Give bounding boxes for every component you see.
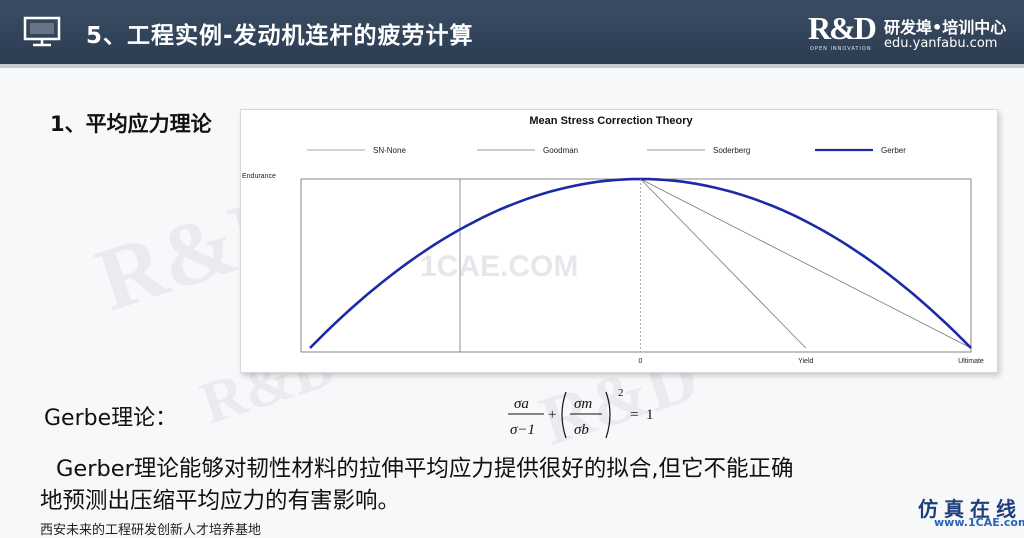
body-paragraph: Gerber理论能够对韧性材料的拉伸平均应力提供很好的拟合,但它不能正确 地预测… (40, 453, 1000, 517)
1cae-badge: 仿真在线 www.1CAE.com (904, 493, 1024, 532)
plot-frame (300, 178, 972, 353)
legend-label: Goodman (543, 146, 578, 155)
monitor-icon (23, 16, 61, 47)
mean-stress-chart: Mean Stress Correction Theory SN-None Goo… (240, 109, 998, 373)
svg-text:=: = (630, 407, 638, 423)
x-tick-label: Ultimate (958, 358, 984, 365)
body-line-1: Gerber理论能够对韧性材料的拉伸平均应力提供很好的拟合,但它不能正确 (56, 456, 794, 482)
section-heading: 1、平均应力理论 (50, 112, 212, 136)
body-line-2: 地预测出压缩平均应力的有害影响。 (40, 488, 401, 514)
legend-item-soderberg: Soderberg (647, 146, 750, 155)
series-line-goodman (640, 178, 972, 349)
legend-label: SN-None (373, 146, 406, 155)
legend-item-sn-none: SN-None (307, 146, 406, 155)
logo-url: edu.yanfabu.com (884, 36, 998, 51)
formula-exponent: 2 (618, 387, 624, 399)
chart-svg: Mean Stress Correction Theory SN-None Goo… (242, 115, 984, 365)
logo-tagline: OPEN INNOVATION (810, 46, 872, 52)
chart-title: Mean Stress Correction Theory (529, 115, 693, 127)
formula-sigma-a: σa (514, 396, 529, 412)
formula-sigma-minus1: σ−1 (510, 422, 535, 438)
site-watermark: 1CAE.COM (420, 250, 579, 283)
legend-item-gerber: Gerber (815, 146, 906, 155)
legend-item-goodman: Goodman (477, 146, 578, 155)
x-tick-label: Yield (798, 358, 813, 365)
legend-label: Gerber (881, 146, 906, 155)
chart-legend: SN-None Goodman Soderberg Gerber (307, 146, 906, 155)
badge-url: www.1CAE.com (934, 516, 1024, 529)
gerber-formula: σa σ−1 + σm σb 2 = 1 (508, 387, 654, 439)
slide-title: 5、工程实例-发动机连杆的疲劳计算 (86, 23, 474, 49)
yanfabu-logo: R&D OPEN INNOVATION 研发埠•培训中心 edu.yanfabu… (808, 10, 1008, 56)
logo-mark: R&D (808, 10, 877, 46)
series-line-soderberg (640, 178, 807, 349)
badge-name: 仿真在线 (918, 497, 1022, 521)
y-axis-label: Endurance (242, 173, 276, 180)
legend-label: Soderberg (713, 146, 750, 155)
svg-text:+: + (548, 407, 556, 423)
theory-label: Gerbe理论： (44, 406, 178, 431)
formula-rhs: 1 (646, 407, 654, 423)
footer-text: 西安未来的工程研发创新人才培养基地 (40, 523, 262, 538)
title-bar: 5、工程实例-发动机连杆的疲劳计算 R&D OPEN INNOVATION 研发… (0, 0, 1024, 64)
header-divider (0, 64, 1024, 68)
logo-name: 研发埠•培训中心 (884, 18, 1007, 37)
x-tick-label: 0 (639, 358, 643, 365)
formula-sigma-m: σm (574, 396, 592, 412)
formula-sigma-b: σb (574, 422, 589, 438)
